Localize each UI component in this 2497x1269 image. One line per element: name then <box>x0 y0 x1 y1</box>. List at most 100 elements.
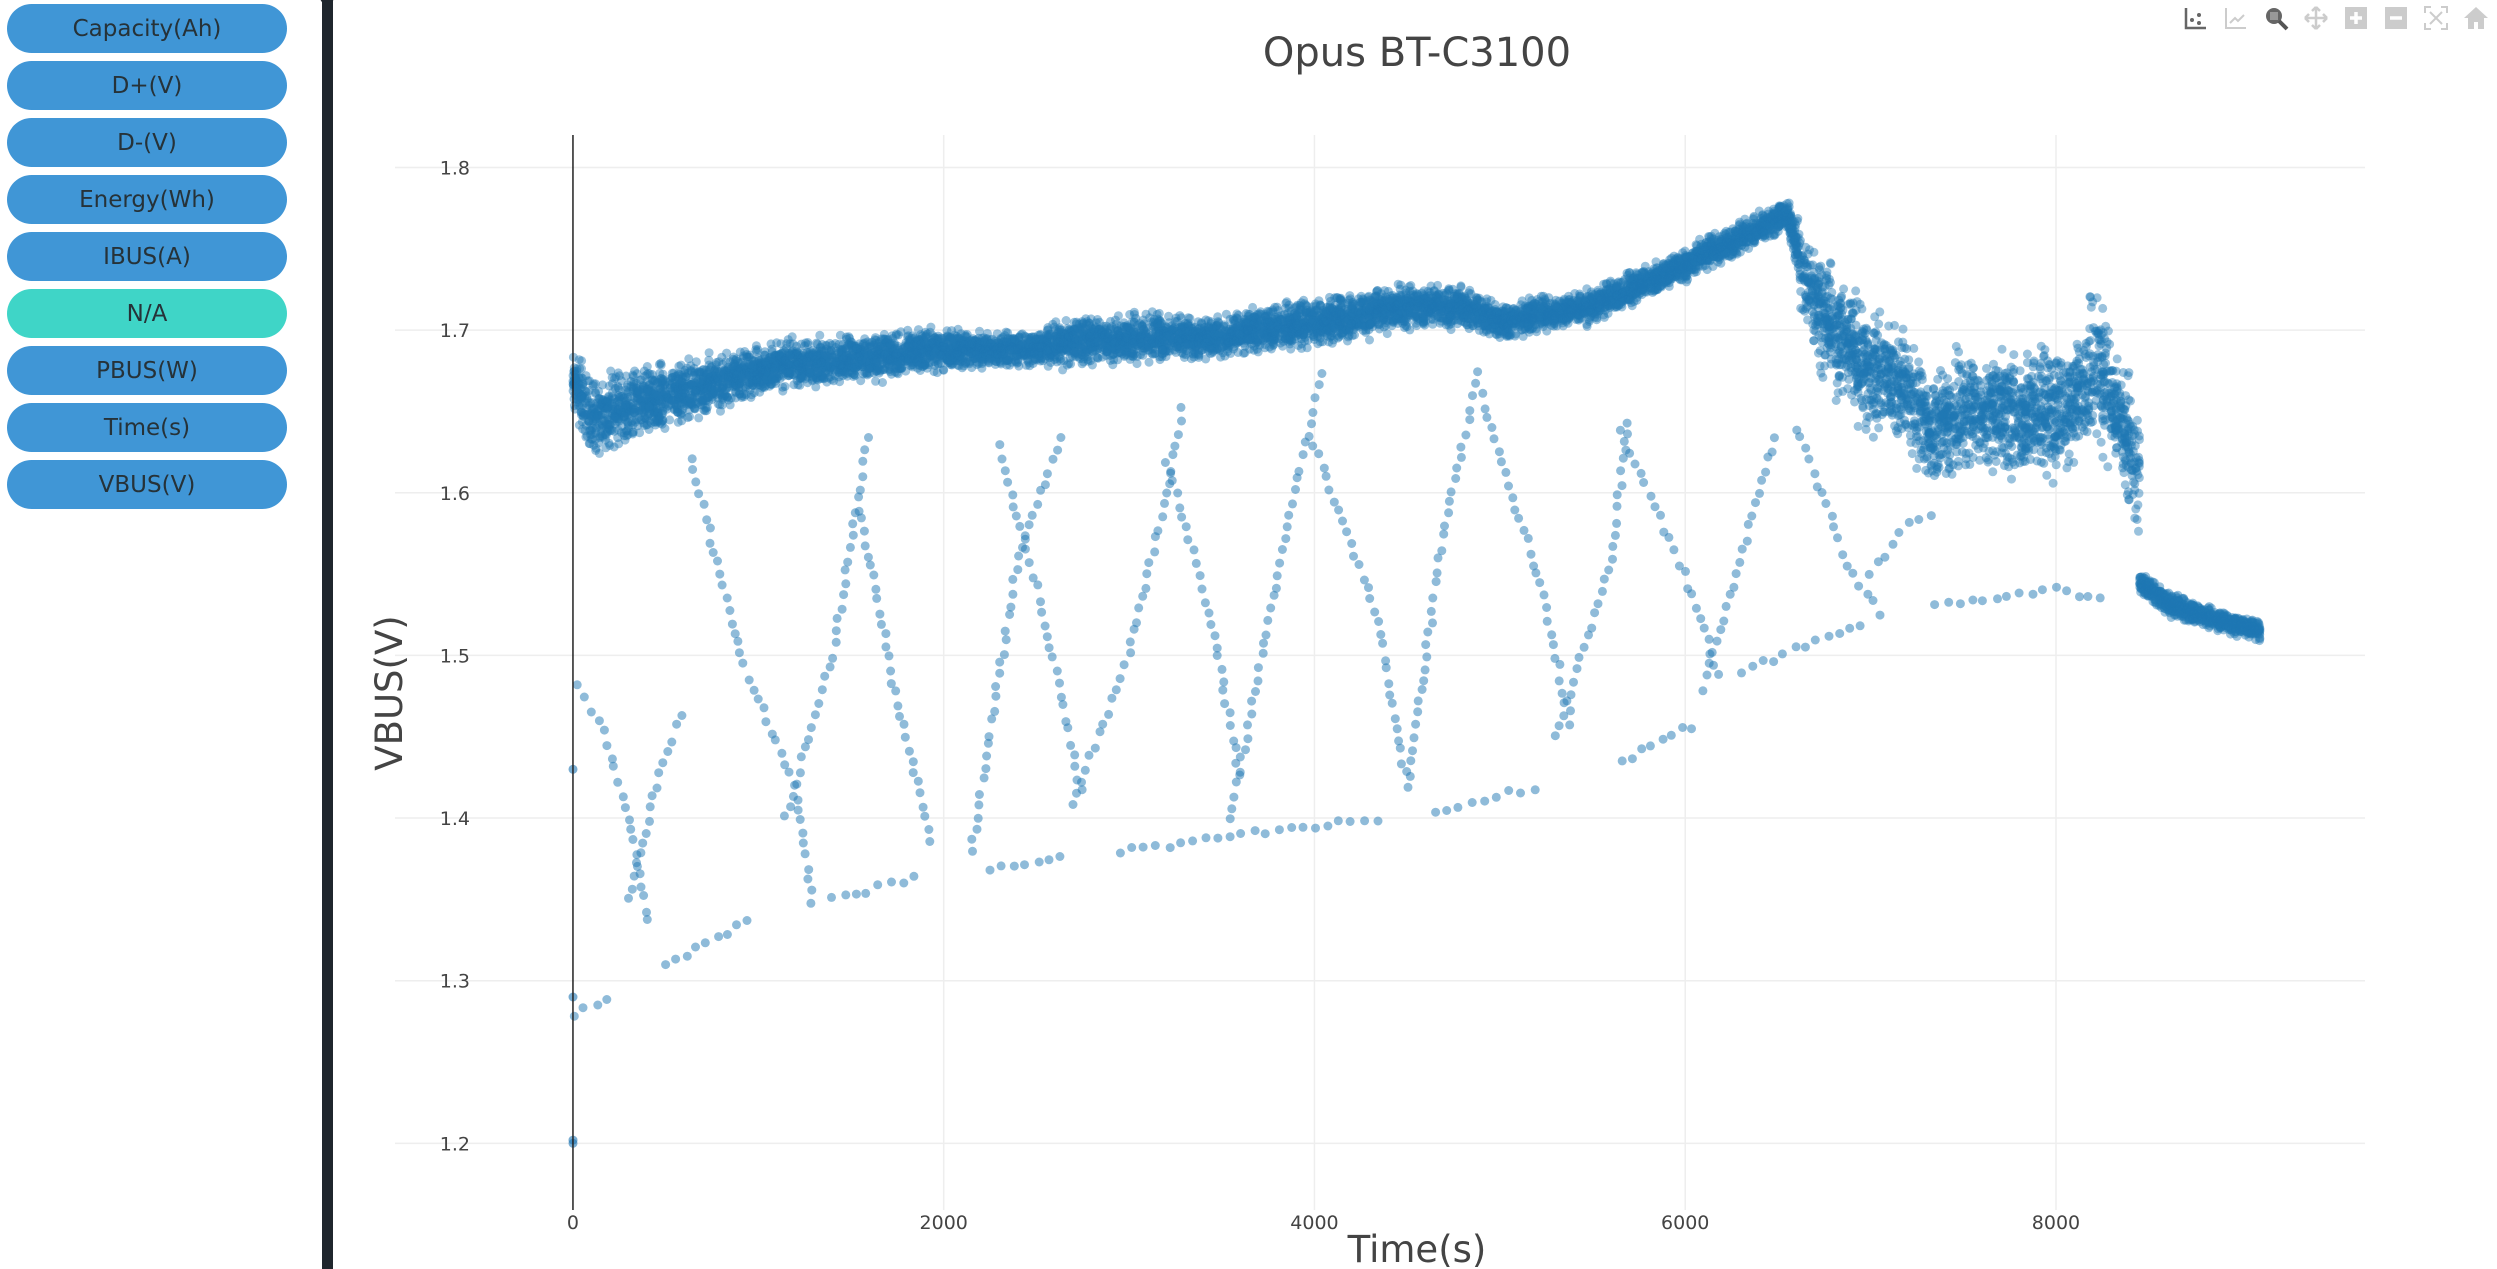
data-point <box>1319 308 1329 318</box>
data-point <box>1843 338 1853 348</box>
data-point <box>1344 331 1354 341</box>
zoom-out-icon[interactable] <box>2381 3 2411 33</box>
data-point <box>1071 319 1081 329</box>
data-point <box>2015 366 2025 376</box>
data-point <box>1758 226 1768 235</box>
data-point <box>1473 295 1483 305</box>
data-point <box>1942 422 1952 432</box>
sidebar-divider-handle[interactable] <box>322 0 333 1269</box>
data-point <box>930 333 940 342</box>
data-point <box>1487 320 1497 330</box>
data-point <box>1847 390 1857 400</box>
data-point <box>1673 265 1683 275</box>
variable-button[interactable]: Capacity(Ah) <box>7 4 287 53</box>
data-point <box>1537 306 1547 316</box>
data-point <box>1992 447 2002 457</box>
data-point <box>1190 347 1200 357</box>
data-point <box>2005 372 2015 382</box>
data-point <box>1976 390 1986 400</box>
data-point <box>1786 211 1796 220</box>
data-point <box>833 356 843 366</box>
data-point <box>2042 470 2052 480</box>
data-point <box>1575 305 1585 315</box>
data-point <box>707 395 717 404</box>
data-point <box>1753 222 1763 232</box>
scatter-select-icon[interactable] <box>2181 3 2211 33</box>
collapse-arrow-icon[interactable] <box>318 0 336 10</box>
data-point <box>1301 307 1311 317</box>
variable-button[interactable]: Energy(Wh) <box>7 175 287 224</box>
data-point <box>1365 319 1375 329</box>
variable-button[interactable]: N/A <box>7 289 287 338</box>
data-point <box>1760 233 1770 243</box>
data-point <box>2072 339 2082 349</box>
y-tick-label: 1.7 <box>440 320 470 342</box>
data-point <box>730 362 739 372</box>
data-point <box>747 368 757 378</box>
data-point <box>1852 297 1862 307</box>
data-point <box>2107 406 2116 416</box>
home-icon[interactable] <box>2461 3 2491 33</box>
variable-button[interactable]: Time(s) <box>7 403 287 452</box>
data-point <box>612 414 622 424</box>
data-point <box>1783 203 1793 213</box>
data-point <box>1931 390 1941 400</box>
data-point <box>590 379 600 389</box>
data-point <box>1245 324 1255 334</box>
data-point <box>1846 314 1856 324</box>
data-point <box>886 354 896 364</box>
data-point <box>730 360 740 370</box>
zoom-in-icon[interactable] <box>2341 3 2371 33</box>
data-point <box>1706 242 1716 252</box>
variable-button[interactable]: VBUS(V) <box>7 460 287 509</box>
data-point <box>1559 299 1569 309</box>
data-point <box>1707 240 1717 250</box>
data-point <box>2062 463 2072 473</box>
data-point <box>1101 321 1111 331</box>
data-point <box>2129 477 2138 487</box>
data-point <box>1623 280 1633 290</box>
zoom-icon[interactable] <box>2261 3 2291 33</box>
data-point <box>1579 307 1589 317</box>
pan-icon[interactable] <box>2301 3 2331 33</box>
autoscale-icon[interactable] <box>2421 3 2451 33</box>
data-point <box>1731 230 1741 240</box>
data-point <box>758 379 768 389</box>
data-point <box>1890 320 1899 330</box>
data-point <box>626 381 636 391</box>
data-point <box>577 364 586 374</box>
data-point <box>1545 298 1555 308</box>
data-point <box>1268 321 1278 331</box>
data-point <box>1349 307 1358 317</box>
variable-button[interactable]: IBUS(A) <box>7 232 287 281</box>
data-point <box>1825 347 1835 357</box>
data-point <box>1102 346 1112 356</box>
data-point <box>983 342 993 352</box>
data-point <box>2052 432 2062 442</box>
data-point <box>2103 326 2113 336</box>
line-select-icon[interactable] <box>2221 3 2251 33</box>
variable-button[interactable]: D+(V) <box>7 61 287 110</box>
data-point <box>892 356 902 366</box>
data-point <box>1670 267 1680 277</box>
data-point <box>1710 228 1720 238</box>
data-point <box>1374 306 1384 316</box>
data-point <box>1073 337 1083 347</box>
data-point <box>1288 317 1298 327</box>
data-point <box>1706 251 1716 261</box>
data-point <box>632 389 642 399</box>
data-point <box>878 357 888 367</box>
data-point <box>1759 218 1769 228</box>
variable-button[interactable]: D-(V) <box>7 118 287 167</box>
data-point <box>747 390 756 400</box>
data-point <box>1566 300 1576 310</box>
data-point <box>650 389 660 399</box>
data-point <box>1557 298 1567 308</box>
variable-button[interactable]: PBUS(W) <box>7 346 287 395</box>
x-tick-label: 0 <box>567 1212 579 1234</box>
data-point <box>1975 455 1985 465</box>
x-tick-label: 6000 <box>1661 1212 1709 1234</box>
data-point <box>1295 310 1305 319</box>
data-point <box>650 375 660 385</box>
